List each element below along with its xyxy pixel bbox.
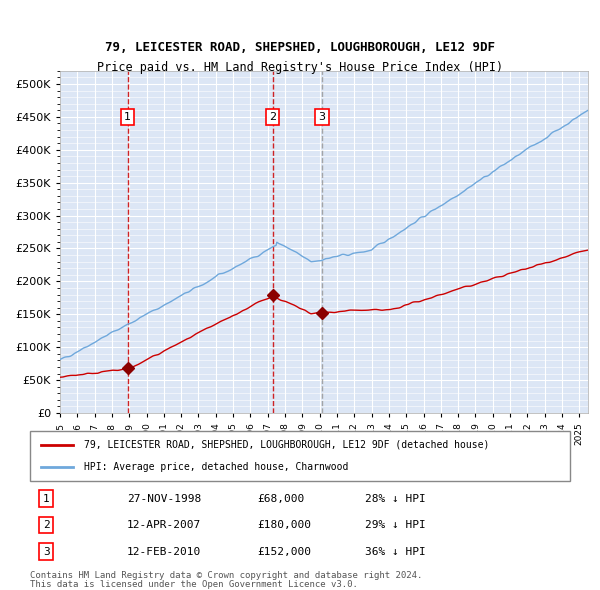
Text: 79, LEICESTER ROAD, SHEPSHED, LOUGHBOROUGH, LE12 9DF (detached house): 79, LEICESTER ROAD, SHEPSHED, LOUGHBOROU… xyxy=(84,440,490,450)
Text: 28% ↓ HPI: 28% ↓ HPI xyxy=(365,494,425,504)
Text: 79, LEICESTER ROAD, SHEPSHED, LOUGHBOROUGH, LE12 9DF: 79, LEICESTER ROAD, SHEPSHED, LOUGHBOROU… xyxy=(105,41,495,54)
Text: 27-NOV-1998: 27-NOV-1998 xyxy=(127,494,202,504)
Text: 1: 1 xyxy=(43,494,50,504)
Text: 29% ↓ HPI: 29% ↓ HPI xyxy=(365,520,425,530)
Text: 36% ↓ HPI: 36% ↓ HPI xyxy=(365,546,425,556)
Text: 3: 3 xyxy=(43,546,50,556)
Text: 12-FEB-2010: 12-FEB-2010 xyxy=(127,546,202,556)
Text: HPI: Average price, detached house, Charnwood: HPI: Average price, detached house, Char… xyxy=(84,462,349,472)
FancyBboxPatch shape xyxy=(30,431,570,481)
Text: 2: 2 xyxy=(269,112,276,122)
Text: Price paid vs. HM Land Registry's House Price Index (HPI): Price paid vs. HM Land Registry's House … xyxy=(97,61,503,74)
Text: 12-APR-2007: 12-APR-2007 xyxy=(127,520,202,530)
Text: This data is licensed under the Open Government Licence v3.0.: This data is licensed under the Open Gov… xyxy=(30,579,358,589)
Text: 1: 1 xyxy=(124,112,131,122)
Text: 2: 2 xyxy=(43,520,50,530)
Text: £68,000: £68,000 xyxy=(257,494,304,504)
Text: £180,000: £180,000 xyxy=(257,520,311,530)
Text: 3: 3 xyxy=(318,112,325,122)
Text: £152,000: £152,000 xyxy=(257,546,311,556)
Text: Contains HM Land Registry data © Crown copyright and database right 2024.: Contains HM Land Registry data © Crown c… xyxy=(30,571,422,580)
